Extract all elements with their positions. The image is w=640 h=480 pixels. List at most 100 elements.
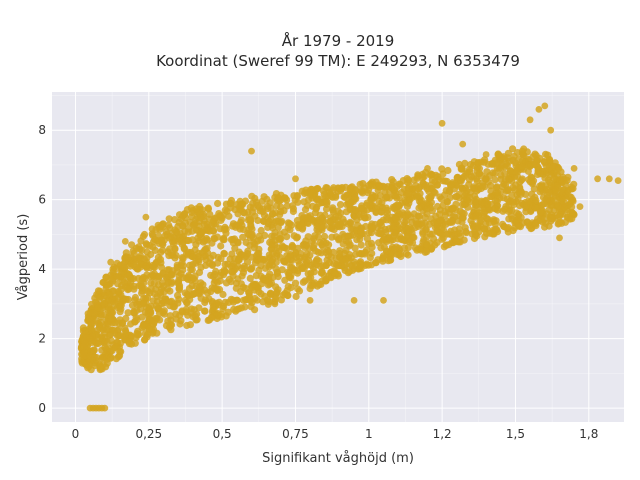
data-point (254, 216, 262, 225)
data-point-outlier (142, 213, 150, 221)
data-point (98, 335, 106, 343)
data-point (122, 295, 130, 303)
data-point (176, 211, 184, 219)
data-point (101, 343, 109, 352)
data-point (500, 180, 508, 188)
data-point (503, 195, 511, 203)
data-point (500, 153, 508, 161)
data-point-outlier (614, 177, 622, 185)
data-point (278, 242, 286, 250)
data-point (402, 226, 410, 234)
y-axis-title: Vågperiod (s) (16, 214, 31, 301)
data-point (344, 232, 352, 240)
data-point (155, 232, 163, 240)
data-point (176, 320, 184, 328)
data-point (357, 228, 365, 236)
data-point (310, 241, 318, 249)
data-point (235, 248, 243, 256)
data-point-outlier (253, 297, 261, 304)
data-point (304, 196, 312, 204)
data-point (357, 188, 365, 196)
data-point-outlier (107, 258, 115, 266)
data-point (346, 185, 354, 193)
data-point (484, 204, 492, 212)
data-point (568, 215, 576, 223)
data-point (448, 217, 457, 225)
x-tick-label: 0 (72, 427, 80, 441)
data-point (173, 263, 181, 271)
x-tick-label: 1,2 (433, 427, 452, 441)
data-point (88, 300, 96, 308)
data-point (322, 184, 330, 192)
data-point (426, 194, 434, 202)
data-point (155, 309, 164, 317)
data-point (556, 211, 564, 219)
data-point (288, 263, 296, 272)
data-point (329, 206, 337, 214)
data-point (402, 250, 410, 258)
data-point (287, 283, 295, 292)
data-point (415, 245, 423, 253)
data-point (569, 197, 577, 205)
data-point (497, 164, 505, 172)
data-point (111, 319, 119, 327)
data-point (185, 236, 193, 245)
data-point (238, 264, 246, 273)
data-point (189, 275, 197, 283)
data-point (395, 201, 403, 209)
data-point (441, 177, 449, 185)
x-tick-label: 1,5 (506, 427, 525, 441)
chart-title-line2: Koordinat (Sweref 99 TM): E 249293, N 63… (156, 52, 520, 70)
data-point (272, 265, 280, 273)
data-point (197, 279, 205, 287)
data-point (84, 310, 92, 318)
data-point (228, 250, 236, 258)
data-point (183, 291, 191, 299)
data-point (262, 257, 270, 265)
data-point (217, 242, 225, 250)
data-point (98, 353, 106, 361)
x-tick-label: 0,25 (135, 427, 162, 441)
data-point (138, 275, 146, 283)
data-point (252, 198, 260, 206)
data-point (303, 242, 311, 250)
data-point (147, 279, 155, 287)
data-point (150, 238, 158, 246)
data-point (145, 316, 154, 324)
data-point-outlier (330, 184, 337, 191)
data-point-outlier (526, 116, 534, 124)
data-point (492, 225, 500, 233)
data-point (443, 217, 451, 225)
data-point (318, 214, 326, 222)
data-point (234, 238, 242, 246)
data-point (252, 272, 260, 280)
data-point (379, 257, 387, 265)
data-point (238, 272, 246, 280)
data-point (180, 245, 188, 253)
data-point (413, 192, 421, 200)
data-point (171, 245, 179, 253)
data-point (552, 186, 560, 194)
data-point (185, 225, 193, 233)
data-point (292, 248, 300, 257)
data-point (261, 264, 270, 272)
data-point-outlier (438, 119, 446, 127)
data-point (436, 210, 444, 218)
data-point (451, 226, 459, 234)
data-point (121, 336, 129, 344)
data-point (286, 250, 294, 259)
data-point (239, 208, 247, 216)
data-point (143, 248, 151, 256)
y-tick-label: 4 (38, 262, 46, 276)
data-point (113, 338, 121, 346)
data-point (274, 273, 282, 281)
data-point (183, 206, 191, 214)
data-point (335, 236, 343, 244)
data-point (509, 198, 517, 206)
data-point (438, 165, 446, 173)
data-point (133, 329, 141, 338)
data-point (219, 290, 227, 299)
data-point (221, 298, 229, 306)
data-point (245, 225, 253, 233)
